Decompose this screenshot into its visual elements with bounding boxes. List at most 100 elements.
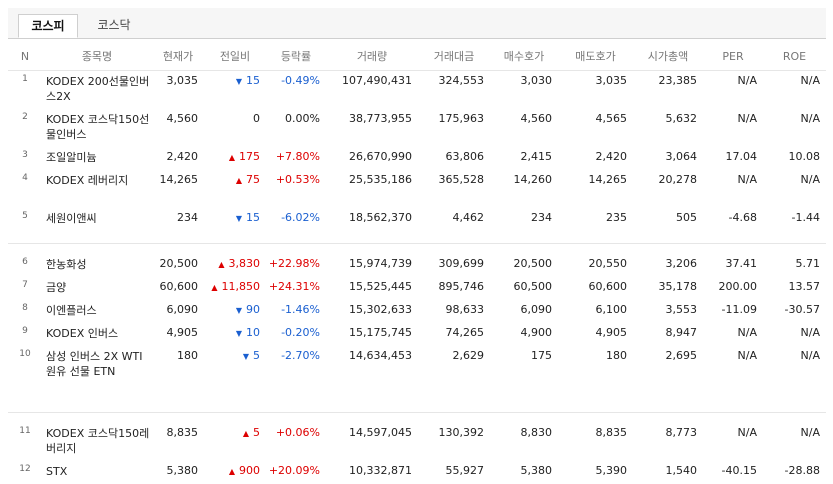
volume: 38,773,955 <box>349 111 412 125</box>
trade-amount: 309,699 <box>438 256 485 270</box>
stock-name-link[interactable]: 한농화성 <box>46 257 87 271</box>
roe-value: N/A <box>800 325 820 339</box>
change-rate: -0.49% <box>281 74 320 87</box>
change-value: 900 <box>239 463 260 477</box>
per-value: -40.15 <box>721 463 757 477</box>
col-bid: 매수호가 <box>490 42 558 71</box>
roe-value: 5.71 <box>795 256 821 270</box>
volume: 25,535,186 <box>349 172 412 186</box>
change-value: 75 <box>246 172 260 186</box>
current-price: 20,500 <box>159 256 199 270</box>
separator-cell <box>8 231 826 244</box>
row-number: 2 <box>22 111 28 122</box>
ask-price: 20,550 <box>588 256 628 270</box>
up-triangle-icon: ▲ <box>228 152 235 162</box>
stock-name-link[interactable]: 삼성 인버스 2X WTI원유 선물 ETN <box>46 349 143 378</box>
stock-name-link[interactable]: KODEX 코스닥150선물인버스 <box>46 112 150 141</box>
bid-price: 14,260 <box>513 172 553 186</box>
roe-value: -30.57 <box>784 302 820 316</box>
down-triangle-icon: ▼ <box>242 351 249 361</box>
price-change: ▼ 10 <box>204 323 266 346</box>
col-cap: 시가총액 <box>633 42 703 71</box>
per-value: -4.68 <box>728 210 757 224</box>
price-change: ▼ 5 <box>204 346 266 400</box>
roe-value: N/A <box>800 348 820 362</box>
table-row: 9 KODEX 인버스 4,905 ▼ 10 -0.20% 15,175,745 74,265… <box>8 323 826 346</box>
price-change: ▲ 75 <box>204 170 266 208</box>
price-change: 0 <box>204 109 266 147</box>
market-cap: 3,206 <box>665 256 698 270</box>
row-number: 11 <box>19 425 31 436</box>
current-price: 8,835 <box>166 425 199 439</box>
bid-price: 4,900 <box>520 325 553 339</box>
table-row: 8 이엔플러스 6,090 ▼ 90 -1.46% 15,302,633 98,633 6,09… <box>8 300 826 323</box>
change-value: 5 <box>253 425 260 439</box>
volume: 15,525,445 <box>349 279 412 293</box>
tab-kospi[interactable]: 코스피 <box>18 14 78 38</box>
market-cap: 2,695 <box>665 348 698 362</box>
bid-price: 3,030 <box>520 74 553 87</box>
stock-name-link[interactable]: KODEX 레버리지 <box>46 173 129 187</box>
table-header: N 종목명 현재가 전일비 등락률 거래량 거래대금 매수호가 매도호가 시가총… <box>8 42 826 71</box>
market-cap: 3,064 <box>665 149 698 163</box>
trade-amount: 2,629 <box>452 348 485 362</box>
stock-name-link[interactable]: STX <box>46 464 68 478</box>
roe-value: N/A <box>800 172 820 186</box>
group-spacer <box>8 231 826 244</box>
change-value: 5 <box>253 348 260 362</box>
roe-value: N/A <box>800 425 820 439</box>
price-change: ▲ 11,850 <box>204 277 266 300</box>
row-number: 7 <box>22 279 28 290</box>
roe-value: 10.08 <box>788 149 821 163</box>
col-rate: 등락률 <box>266 42 326 71</box>
col-amount: 거래대금 <box>418 42 490 71</box>
ask-price: 60,600 <box>588 279 628 293</box>
stock-name-link[interactable]: KODEX 인버스 <box>46 326 119 340</box>
group-spacer <box>8 400 826 413</box>
stock-name-link[interactable]: 세원이앤씨 <box>46 211 97 225</box>
current-price: 14,265 <box>159 172 199 186</box>
change-rate: +0.06% <box>275 425 320 439</box>
trade-amount: 98,633 <box>445 302 485 316</box>
tab-kosdaq[interactable]: 코스닥 <box>97 18 131 32</box>
change-rate: +22.98% <box>268 256 320 270</box>
per-value: N/A <box>737 348 757 362</box>
stock-name-link[interactable]: KODEX 200선물인버스2X <box>46 75 150 103</box>
volume: 15,974,739 <box>349 256 412 270</box>
per-value: -11.09 <box>721 302 757 316</box>
stock-name-link[interactable]: KODEX 코스닥150레버리지 <box>46 426 150 455</box>
change-rate: 0.00% <box>285 111 320 125</box>
volume: 18,562,370 <box>349 210 412 224</box>
change-rate: +0.53% <box>275 172 320 186</box>
price-change: ▲ 900 <box>204 461 266 484</box>
roe-value: N/A <box>800 74 820 87</box>
table-row: 6 한농화성 20,500 ▲ 3,830 +22.98% 15,974,739 309,69… <box>8 254 826 277</box>
col-per: PER <box>703 42 763 71</box>
ask-price: 4,905 <box>595 325 628 339</box>
col-price: 현재가 <box>152 42 204 71</box>
table-row: 7 금양 60,600 ▲ 11,850 +24.31% 15,525,445 895,746… <box>8 277 826 300</box>
stock-name-link[interactable]: 조일알미늄 <box>46 150 97 164</box>
row-number: 10 <box>19 348 31 359</box>
change-value: 3,830 <box>228 256 261 270</box>
market-cap: 35,178 <box>658 279 698 293</box>
market-cap: 505 <box>676 210 697 224</box>
change-value: 175 <box>239 149 260 163</box>
per-value: 17.04 <box>725 149 758 163</box>
trade-amount: 130,392 <box>438 425 485 439</box>
current-price: 6,090 <box>166 302 199 316</box>
trade-amount: 74,265 <box>445 325 485 339</box>
market-cap: 20,278 <box>658 172 698 186</box>
table-row: 2 KODEX 코스닥150선물인버스 4,560 0 0.00% 38,773,955 1… <box>8 109 826 147</box>
change-value: 11,850 <box>221 279 261 293</box>
separator-cell <box>8 411 826 423</box>
stock-name-link[interactable]: 이엔플러스 <box>46 303 97 317</box>
bid-price: 6,090 <box>520 302 553 316</box>
price-change: ▼ 90 <box>204 300 266 323</box>
ask-price: 2,420 <box>595 149 628 163</box>
stock-name-link[interactable]: 금양 <box>46 280 67 294</box>
trade-amount: 175,963 <box>438 111 485 125</box>
table-row: 11 KODEX 코스닥150레버리지 8,835 ▲ 5 +0.06% 14,597,04… <box>8 423 826 461</box>
volume: 107,490,431 <box>342 74 412 87</box>
roe-value: -28.88 <box>784 463 820 477</box>
